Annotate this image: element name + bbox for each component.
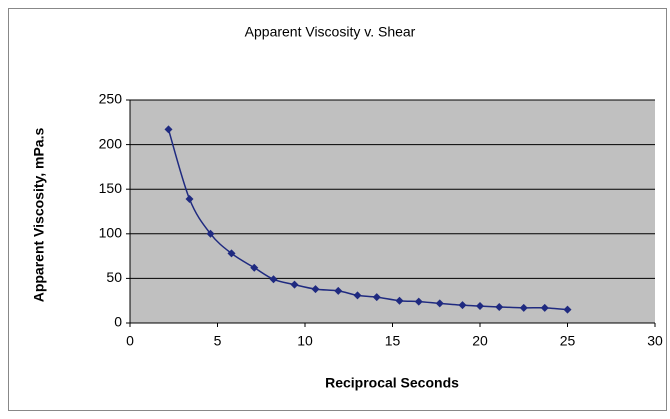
data-marker xyxy=(290,280,299,289)
data-marker xyxy=(563,305,572,314)
x-tick-label: 15 xyxy=(385,333,401,349)
data-marker xyxy=(250,263,259,272)
data-marker xyxy=(353,291,362,300)
y-tick-label: 200 xyxy=(99,135,123,151)
data-marker xyxy=(227,249,236,258)
x-axis-label: Reciprocal Seconds xyxy=(325,375,459,391)
data-marker xyxy=(476,302,484,311)
data-marker xyxy=(372,293,381,302)
data-marker xyxy=(540,303,549,312)
data-marker xyxy=(435,299,444,308)
y-axis-label: Apparent Viscosity, mPa.s xyxy=(31,128,47,303)
plot-area xyxy=(130,100,655,323)
x-tick-label: 5 xyxy=(214,333,222,349)
x-tick-label: 25 xyxy=(560,333,576,349)
data-marker xyxy=(458,301,467,310)
data-marker xyxy=(311,285,320,294)
data-marker xyxy=(414,297,423,306)
y-tick-label: 150 xyxy=(99,180,123,196)
y-tick-label: 250 xyxy=(99,91,123,107)
x-tick-label: 10 xyxy=(297,333,313,349)
data-marker xyxy=(395,296,404,305)
data-marker xyxy=(334,286,343,295)
data-marker xyxy=(185,195,194,204)
x-tick-label: 30 xyxy=(647,333,663,349)
y-tick-label: 100 xyxy=(99,225,123,241)
y-tick-label: 0 xyxy=(114,314,122,330)
chart-title: Apparent Viscosity v. Shear xyxy=(245,24,416,40)
data-marker xyxy=(164,125,173,134)
data-marker xyxy=(269,275,278,284)
x-tick-label: 0 xyxy=(126,333,134,349)
x-tick-label: 20 xyxy=(472,333,488,349)
data-marker xyxy=(495,302,504,311)
y-tick-label: 50 xyxy=(106,269,122,285)
data-marker xyxy=(519,303,528,312)
data-marker xyxy=(206,229,215,238)
